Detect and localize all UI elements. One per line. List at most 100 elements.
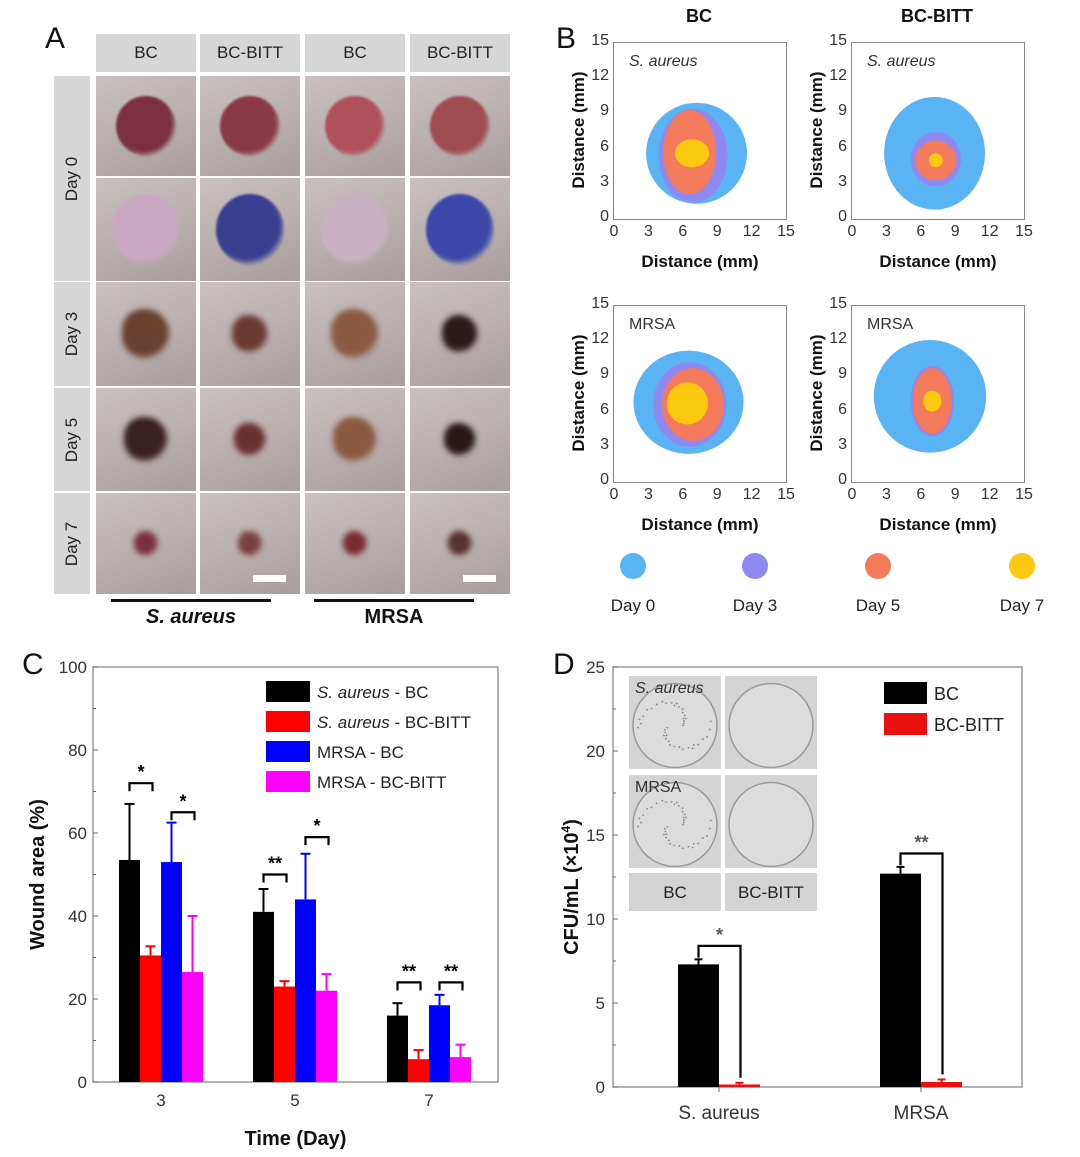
significance-label: * [716, 925, 723, 945]
colony [673, 844, 676, 847]
wound-photo [96, 493, 196, 594]
colony [677, 705, 680, 708]
x-tick-label: 12 [742, 486, 761, 503]
petri-dish [728, 781, 814, 868]
colony [697, 842, 700, 845]
legend-label: Day 3 [732, 596, 778, 615]
wound-spot [112, 194, 180, 265]
wound-spot [124, 416, 168, 463]
y-tick-label: 15 [591, 32, 609, 49]
panel-letter-b: B [556, 22, 577, 55]
legend-swatch [266, 741, 310, 762]
y-tick-label: 0 [600, 208, 609, 225]
significance-label: ** [914, 832, 928, 852]
wound-spot [116, 96, 176, 156]
y-tick-label: 100 [59, 658, 87, 677]
x-tick-label: 9 [712, 486, 722, 503]
colony [663, 728, 666, 731]
colony [638, 817, 641, 820]
bar [140, 955, 161, 1082]
colony [681, 807, 684, 810]
colony [663, 734, 665, 737]
colony [664, 830, 667, 833]
colony [697, 743, 700, 746]
wound-photo [200, 178, 300, 281]
wound-spot [426, 194, 494, 265]
colony [682, 816, 685, 819]
wound-photo [410, 76, 510, 176]
x-tick-label: 12 [742, 223, 761, 240]
wound-photo [96, 282, 196, 386]
wound-spot [134, 531, 158, 556]
group-label: S. aureus [145, 606, 237, 628]
y-tick-label: 20 [586, 742, 605, 761]
significance-label: ** [402, 961, 416, 981]
y-tick-label: 9 [600, 365, 609, 383]
wound-spot [444, 423, 476, 456]
panel-letter-a: A [45, 22, 66, 55]
y-tick-label: 6 [600, 137, 609, 155]
x-axis-label: Distance (mm) [641, 252, 759, 271]
significance-bracket [262, 873, 288, 883]
colony [706, 736, 708, 738]
colony [675, 702, 678, 705]
legend-swatch [266, 771, 310, 792]
y-tick-label: 15 [829, 295, 847, 312]
legend-swatch [742, 553, 768, 579]
significance-bracket [396, 981, 422, 991]
wound-photo [410, 282, 510, 386]
legend-swatch [620, 553, 646, 579]
y-tick-label: 60 [68, 824, 87, 843]
colony [661, 700, 664, 703]
colony [683, 714, 686, 717]
y-axis-label: Distance (mm) [807, 71, 826, 189]
wound-spot [430, 96, 490, 156]
colony [673, 803, 676, 806]
colony [681, 810, 684, 813]
y-tick-label: 25 [586, 658, 605, 677]
x-tick-label: 15 [777, 223, 795, 240]
y-axis-label: Distance (mm) [569, 71, 588, 189]
colony [701, 837, 704, 840]
colony [664, 731, 667, 734]
organism-label: MRSA [867, 316, 914, 333]
x-tick-label: 15 [777, 486, 795, 503]
x-tick-label: 6 [678, 223, 688, 240]
colony [670, 800, 673, 803]
colony [670, 701, 673, 704]
colony [681, 708, 684, 711]
y-axis-label: CFU/mL (×104) [559, 819, 583, 955]
petri-dish [728, 682, 814, 769]
wound-spot [343, 531, 367, 556]
colony [692, 743, 695, 746]
legend-label: BC [934, 684, 959, 704]
colony [687, 845, 690, 848]
wound-photo [305, 388, 405, 491]
y-tick-label: 0 [838, 208, 847, 225]
colony [666, 726, 669, 729]
wound-spot [325, 96, 385, 156]
colony [655, 703, 658, 706]
column-title: BC [686, 6, 712, 26]
colony [665, 702, 668, 705]
y-tick-label: 9 [600, 102, 609, 120]
y-tick-label: 10 [586, 910, 605, 929]
x-tick-label: 3 [881, 486, 891, 503]
bar [450, 1057, 471, 1082]
legend-label: BC-BITT [934, 715, 1004, 735]
contour-day-3 [923, 390, 942, 412]
x-tick-label: 15 [1015, 223, 1033, 240]
colony [678, 746, 681, 748]
colony [665, 836, 667, 839]
colony [681, 711, 684, 714]
panel-letter-c: C [22, 648, 44, 681]
contour-day-3 [666, 382, 709, 425]
legend-swatch [266, 681, 310, 702]
legend-swatch [884, 713, 927, 735]
x-axis-label: Distance (mm) [879, 252, 997, 271]
wound-contour-plot [613, 305, 787, 483]
y-axis-label: Distance (mm) [569, 334, 588, 452]
bar [921, 1081, 962, 1087]
colony [683, 813, 686, 816]
